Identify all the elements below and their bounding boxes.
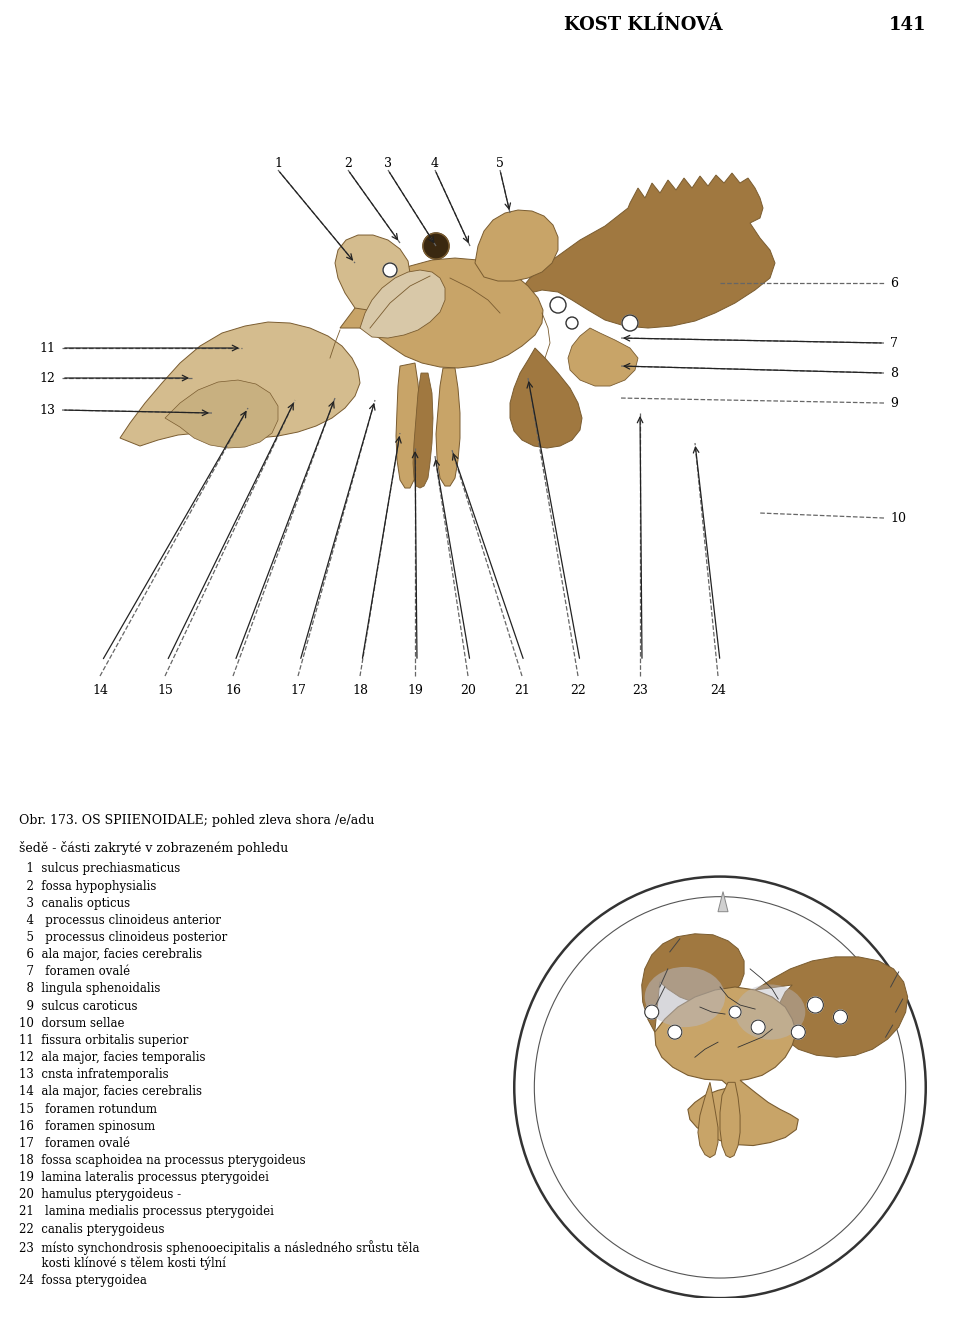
Ellipse shape xyxy=(735,985,805,1039)
Text: 2: 2 xyxy=(344,157,352,170)
Polygon shape xyxy=(490,173,775,328)
Circle shape xyxy=(645,1005,659,1019)
Text: 20  hamulus pterygoideus -: 20 hamulus pterygoideus - xyxy=(19,1188,181,1201)
Circle shape xyxy=(791,1025,805,1039)
Polygon shape xyxy=(120,323,360,446)
Polygon shape xyxy=(335,234,410,309)
Text: 19: 19 xyxy=(407,684,423,697)
Text: 23: 23 xyxy=(632,684,648,697)
Text: KOST KLÍNOVÁ: KOST KLÍNOVÁ xyxy=(564,16,723,34)
Text: 3: 3 xyxy=(384,157,392,170)
Polygon shape xyxy=(360,270,445,338)
Text: 12: 12 xyxy=(39,371,55,385)
Text: 5   processus clinoideus posterior: 5 processus clinoideus posterior xyxy=(19,931,228,944)
Text: 9  sulcus caroticus: 9 sulcus caroticus xyxy=(19,1000,137,1013)
Text: 14  ala major, facies cerebralis: 14 ala major, facies cerebralis xyxy=(19,1085,203,1098)
Text: 22: 22 xyxy=(570,684,586,697)
Circle shape xyxy=(751,1021,765,1034)
Text: 15: 15 xyxy=(157,684,173,697)
Polygon shape xyxy=(718,892,728,911)
Text: 11  fissura orbitalis superior: 11 fissura orbitalis superior xyxy=(19,1034,188,1047)
Polygon shape xyxy=(436,367,460,486)
Text: 22  canalis pterygoideus: 22 canalis pterygoideus xyxy=(19,1222,165,1235)
Text: 141: 141 xyxy=(888,16,926,34)
Text: 16: 16 xyxy=(225,684,241,697)
Polygon shape xyxy=(340,258,543,367)
Text: 11: 11 xyxy=(39,341,55,354)
Circle shape xyxy=(807,997,824,1013)
Text: 1: 1 xyxy=(274,157,282,170)
Text: 12  ala major, facies temporalis: 12 ala major, facies temporalis xyxy=(19,1051,205,1064)
Text: 9: 9 xyxy=(890,396,898,410)
Text: 13: 13 xyxy=(39,403,55,416)
Text: 5: 5 xyxy=(496,157,504,170)
Text: 23  místo synchondrosis sphenooecipitalis a následného srůstu těla: 23 místo synchondrosis sphenooecipitalis… xyxy=(19,1239,420,1255)
Text: 7: 7 xyxy=(890,337,898,349)
Polygon shape xyxy=(165,381,278,448)
Text: 18  fossa scaphoidea na processus pterygoideus: 18 fossa scaphoidea na processus pterygo… xyxy=(19,1154,306,1167)
Polygon shape xyxy=(475,209,558,281)
Text: 8  lingula sphenoidalis: 8 lingula sphenoidalis xyxy=(19,982,160,996)
Text: 24  fossa pterygoidea: 24 fossa pterygoidea xyxy=(19,1274,147,1287)
Text: šedě - části zakryté v zobrazeném pohledu: šedě - části zakryté v zobrazeném pohled… xyxy=(19,842,288,855)
Text: 16   foramen spinosum: 16 foramen spinosum xyxy=(19,1119,156,1133)
Polygon shape xyxy=(756,957,907,1058)
Polygon shape xyxy=(655,986,799,1146)
Polygon shape xyxy=(396,363,420,489)
Circle shape xyxy=(383,263,397,277)
Circle shape xyxy=(729,1006,741,1018)
Text: 4: 4 xyxy=(431,157,439,170)
Text: Obr. 173. OS SPIIENOIDALE; pohled zleva shora /e/adu: Obr. 173. OS SPIIENOIDALE; pohled zleva … xyxy=(19,814,374,827)
Text: 19  lamina lateralis processus pterygoidei: 19 lamina lateralis processus pterygoide… xyxy=(19,1171,269,1184)
Text: kosti klínové s tělem kosti týlní: kosti klínové s tělem kosti týlní xyxy=(19,1256,226,1271)
Text: 6: 6 xyxy=(890,277,898,290)
Text: 8: 8 xyxy=(890,366,898,379)
Polygon shape xyxy=(568,328,638,386)
Polygon shape xyxy=(510,348,582,448)
Text: 21: 21 xyxy=(514,684,530,697)
Text: 13  cnsta infratemporalis: 13 cnsta infratemporalis xyxy=(19,1068,169,1081)
Circle shape xyxy=(668,1025,682,1039)
Polygon shape xyxy=(413,373,433,489)
Circle shape xyxy=(423,233,449,259)
Text: 17: 17 xyxy=(290,684,306,697)
Text: 6  ala major, facies cerebralis: 6 ala major, facies cerebralis xyxy=(19,948,203,961)
Text: 10: 10 xyxy=(890,511,906,524)
Polygon shape xyxy=(698,1083,718,1158)
Text: 18: 18 xyxy=(352,684,368,697)
Text: 14: 14 xyxy=(92,684,108,697)
Text: 3  canalis opticus: 3 canalis opticus xyxy=(19,897,131,910)
Text: 10  dorsum sellae: 10 dorsum sellae xyxy=(19,1017,125,1030)
Text: 1  sulcus prechiasmaticus: 1 sulcus prechiasmaticus xyxy=(19,863,180,876)
Ellipse shape xyxy=(515,877,925,1299)
Text: 21   lamina medialis processus pterygoidei: 21 lamina medialis processus pterygoidei xyxy=(19,1205,274,1218)
Text: 7   foramen ovalé: 7 foramen ovalé xyxy=(19,965,131,979)
Text: 17   foramen ovalé: 17 foramen ovalé xyxy=(19,1137,131,1150)
Polygon shape xyxy=(720,1083,740,1158)
Text: 20: 20 xyxy=(460,684,476,697)
Text: 15   foramen rotundum: 15 foramen rotundum xyxy=(19,1102,157,1115)
Text: 4   processus clinoideus anterior: 4 processus clinoideus anterior xyxy=(19,914,221,927)
Text: 2  fossa hypophysialis: 2 fossa hypophysialis xyxy=(19,880,156,893)
Circle shape xyxy=(622,315,638,331)
Ellipse shape xyxy=(645,967,725,1027)
Text: 24: 24 xyxy=(710,684,726,697)
Circle shape xyxy=(550,298,566,313)
Polygon shape xyxy=(641,934,744,1033)
Circle shape xyxy=(566,317,578,329)
Circle shape xyxy=(833,1010,848,1025)
